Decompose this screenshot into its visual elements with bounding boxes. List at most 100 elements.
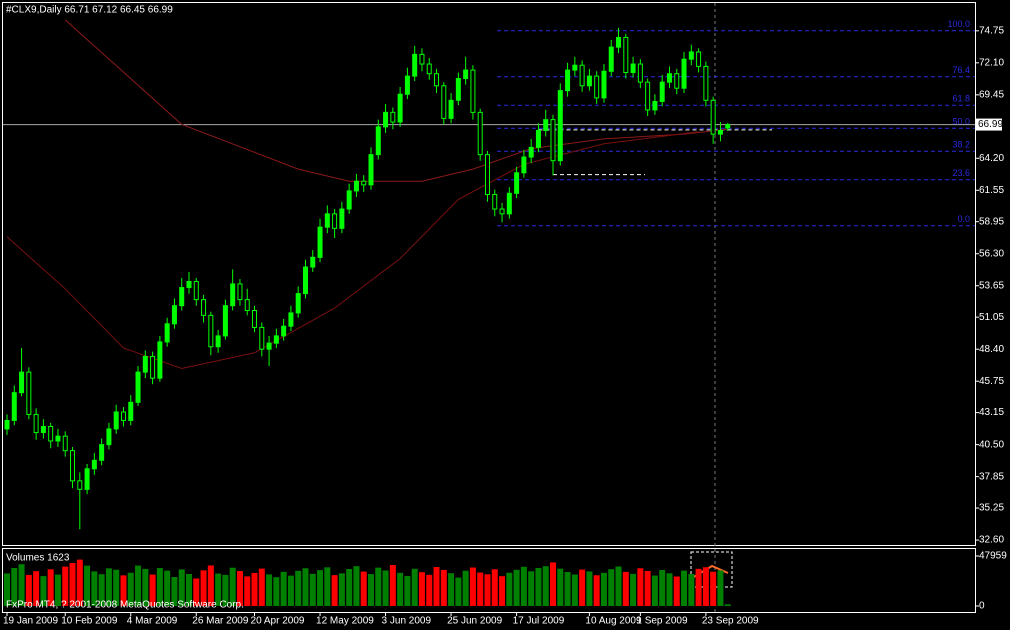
volume-bar xyxy=(33,571,40,606)
y-tick-label: 58.95 xyxy=(979,216,1004,227)
volume-bar xyxy=(724,604,731,606)
volume-bar xyxy=(659,570,666,606)
candle-body xyxy=(455,78,461,101)
candle-body xyxy=(77,480,83,490)
candle-body xyxy=(33,413,39,434)
volume-bar xyxy=(550,562,556,606)
candle-body xyxy=(113,411,119,430)
candle-body xyxy=(142,355,148,373)
candle-body xyxy=(259,326,265,350)
x-tick-label: 19 Jan 2009 xyxy=(3,616,58,627)
x-tick-label: 23 Sep 2009 xyxy=(702,616,759,627)
x-tick-label: 10 Aug 2009 xyxy=(585,616,642,627)
fib-label: 61.8 xyxy=(952,94,970,104)
volume-bar xyxy=(18,564,25,606)
candle-body xyxy=(310,256,316,268)
candle-body xyxy=(62,435,68,452)
volume-frame xyxy=(2,548,976,613)
y-tick-label: 69.45 xyxy=(979,89,1004,100)
candle-body xyxy=(463,69,469,80)
candle-body xyxy=(186,281,192,289)
candle-body xyxy=(696,51,702,67)
candle-body xyxy=(484,154,490,196)
volume-bar xyxy=(666,573,673,606)
candle-body xyxy=(193,281,199,301)
candle-body xyxy=(128,401,134,421)
volume-bar xyxy=(193,578,200,606)
candle-body xyxy=(637,63,643,83)
volume-bar xyxy=(135,565,142,606)
candle-body xyxy=(703,65,709,101)
y-tick-label: 56.30 xyxy=(979,248,1004,259)
y-tick-label: 37.85 xyxy=(979,471,1004,482)
volume-bar xyxy=(535,568,542,606)
candle-body xyxy=(659,81,665,102)
volume-bar xyxy=(164,570,171,606)
candle-body xyxy=(70,450,76,482)
volume-bar xyxy=(280,571,287,606)
fib-label: 50.0 xyxy=(952,117,970,127)
candle-body xyxy=(157,341,163,379)
moving-average xyxy=(64,19,728,182)
candle-body xyxy=(674,73,680,89)
volume-bar xyxy=(84,565,91,606)
candle-body xyxy=(4,419,10,430)
candle-body xyxy=(222,305,228,337)
candle-body xyxy=(339,208,345,229)
candle-body xyxy=(346,190,352,210)
volume-bar xyxy=(215,573,222,606)
candle-body xyxy=(324,213,330,228)
y-tick-label: 43.15 xyxy=(979,407,1004,418)
y-tick-label: 74.75 xyxy=(979,25,1004,36)
volume-bar xyxy=(615,566,622,606)
candle-body xyxy=(11,392,17,421)
volume-bar xyxy=(76,559,83,606)
candle-body xyxy=(55,435,61,442)
candle-body xyxy=(295,293,301,314)
y-tick-label: 35.25 xyxy=(979,503,1004,514)
y-tick-label: 48.40 xyxy=(979,344,1004,355)
x-tick-label: 3 Jun 2009 xyxy=(382,616,432,627)
volume-bar xyxy=(557,568,564,606)
candle-body xyxy=(317,226,323,258)
volume-bar xyxy=(651,575,658,606)
volume-bar xyxy=(491,569,498,606)
x-tick-label: 20 Apr 2009 xyxy=(251,616,305,627)
candle-body xyxy=(681,58,687,89)
candle-body xyxy=(543,119,549,131)
volume-bar xyxy=(200,570,207,606)
candle-body xyxy=(397,93,403,123)
candle-body xyxy=(579,64,585,87)
x-tick-label: 10 Feb 2009 xyxy=(61,616,118,627)
candle-body xyxy=(470,69,476,113)
candle-body xyxy=(725,124,731,129)
candle-body xyxy=(368,154,374,186)
volume-bar xyxy=(25,574,32,606)
volume-bar xyxy=(455,577,462,606)
volume-bar xyxy=(40,576,47,606)
volume-bar xyxy=(404,575,411,606)
volume-bar xyxy=(593,575,600,606)
volume-bar xyxy=(586,571,593,606)
candle-body xyxy=(616,36,622,48)
volume-bar xyxy=(4,573,10,606)
candle-body xyxy=(688,51,694,60)
y-tick-label: 45.75 xyxy=(979,376,1004,387)
volume-tick-label: 47959 xyxy=(979,551,1007,562)
candle-body xyxy=(652,100,658,111)
candle-body xyxy=(281,325,287,337)
candle-body xyxy=(521,156,527,174)
volume-bar xyxy=(120,575,127,606)
volume-bar xyxy=(222,574,229,606)
footer: FxPro MT4, ? 2001-2008 MetaQuotes Softwa… xyxy=(6,600,244,611)
volume-bar xyxy=(353,566,360,606)
candle-body xyxy=(710,99,716,135)
volume-bar xyxy=(69,563,76,606)
candle-body xyxy=(120,411,126,421)
candle-body xyxy=(448,99,454,119)
volume-bar xyxy=(528,571,535,606)
volume-bar xyxy=(688,573,695,606)
volume-bar xyxy=(287,575,294,606)
candle-body xyxy=(565,69,571,92)
